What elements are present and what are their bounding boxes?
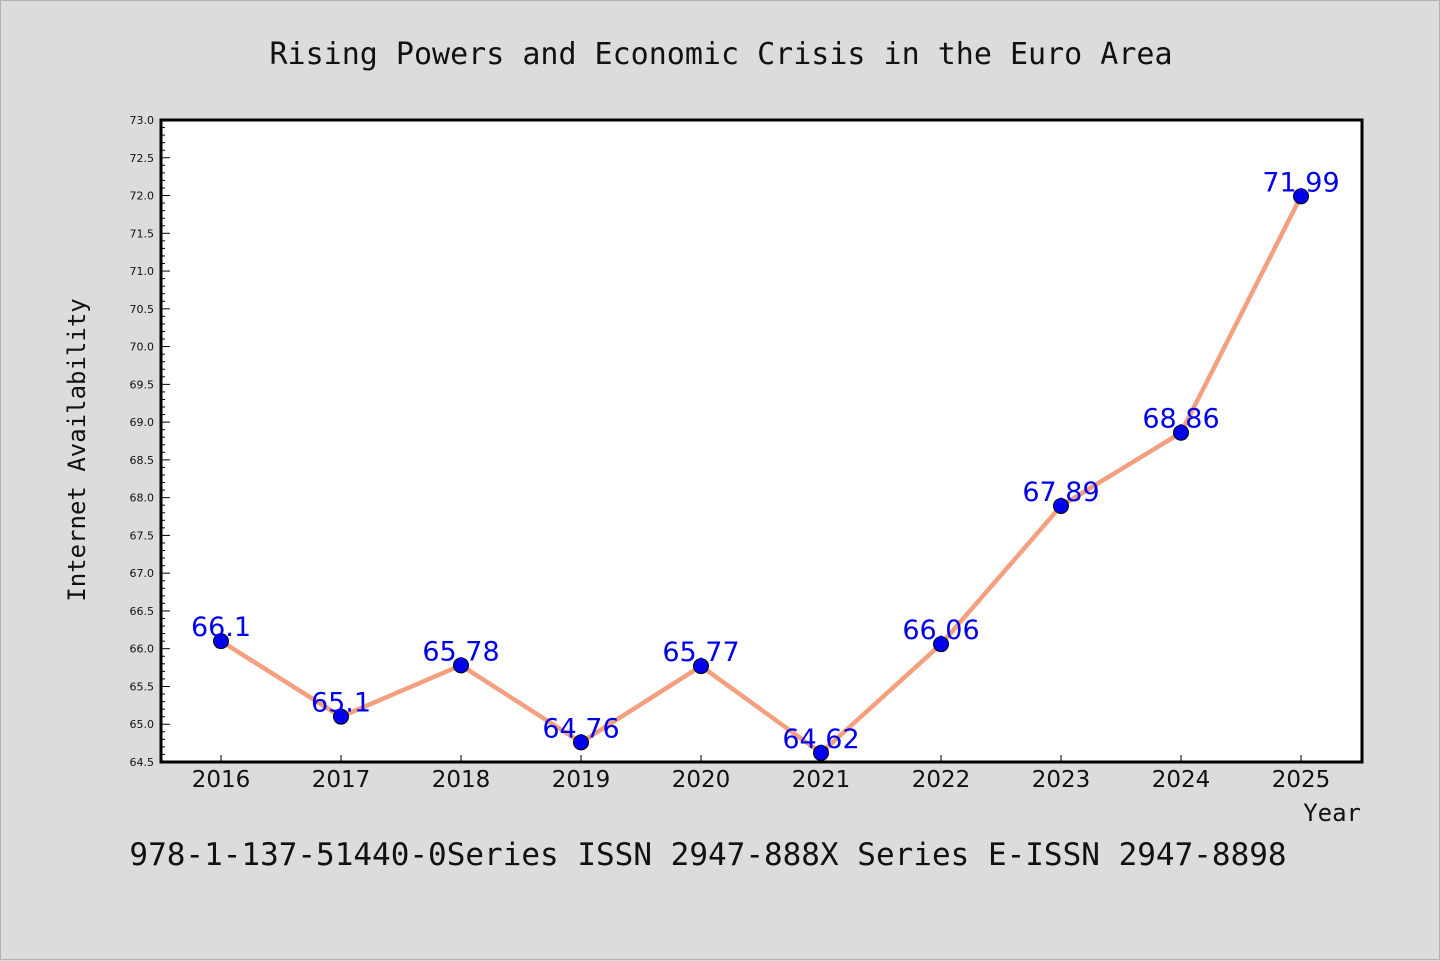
data-point	[1053, 497, 1069, 514]
y-axis: 64.5 65.0 65.5 66.0 66.5 67.0 67.5 68.0 68.5 69.0…	[130, 114, 170, 769]
y-tick-label: 69.5	[130, 378, 155, 391]
data-point	[333, 708, 349, 725]
data-point	[1293, 188, 1309, 205]
y-tick-label: 70.5	[130, 303, 155, 316]
data-point	[1173, 424, 1189, 441]
data-label: 65.77	[662, 637, 739, 668]
data-point	[813, 744, 829, 761]
x-tick-label: 2019	[552, 767, 611, 793]
y-tick-label: 65.0	[130, 718, 155, 731]
y-tick-label: 68.5	[130, 454, 155, 467]
x-tick-label: 2020	[672, 767, 731, 793]
y-tick-label: 69.0	[130, 416, 155, 429]
data-point	[933, 636, 949, 653]
data-label: 71.99	[1262, 167, 1339, 198]
y-tick-label: 71.0	[130, 265, 155, 278]
data-label: 65.1	[311, 688, 371, 719]
y-tick-label: 72.5	[130, 152, 155, 165]
x-axis: 2016 2017 2018 2019 2020 2021 2022 2023 2024 2025	[192, 755, 1331, 793]
x-tick-label: 2018	[432, 767, 491, 793]
y-tick-label: 67.5	[130, 529, 155, 542]
x-axis-label: Year	[1303, 799, 1361, 827]
x-tick-label: 2017	[312, 767, 371, 793]
data-point	[693, 658, 709, 675]
plot-area	[159, 118, 1364, 764]
y-tick-label: 73.0	[130, 114, 155, 127]
footer-isbn-text: 978-1-137-51440-0Series ISSN 2947-888X S…	[129, 837, 1286, 873]
x-tick-label: 2025	[1272, 767, 1331, 793]
y-tick-label: 71.5	[130, 227, 155, 240]
x-tick-label: 2021	[792, 767, 851, 793]
series-line	[218, 194, 1304, 756]
y-tick-label: 70.0	[130, 341, 155, 354]
series-group: 66.1 65.1 65.78 64.76 65.77 64.62 66.06 67.89 68…	[191, 167, 1340, 761]
data-label: 65.78	[422, 636, 499, 667]
data-point	[213, 633, 229, 650]
y-tick-label: 65.5	[130, 680, 155, 693]
data-label: 67.89	[1022, 477, 1099, 508]
data-point	[573, 734, 589, 751]
data-label: 68.86	[1142, 404, 1219, 435]
data-label: 64.76	[542, 713, 619, 744]
data-label: 66.06	[902, 615, 979, 646]
y-axis-label: Internet Availability	[63, 298, 91, 601]
x-tick-label: 2023	[1032, 767, 1091, 793]
x-tick-label: 2016	[192, 767, 251, 793]
chart-title: Rising Powers and Economic Crisis in the…	[269, 37, 1172, 72]
y-tick-label: 66.0	[130, 643, 155, 656]
y-tick-label: 66.5	[130, 605, 155, 618]
x-tick-label: 2022	[912, 767, 971, 793]
y-tick-label: 67.0	[130, 567, 155, 580]
data-point	[453, 657, 469, 674]
x-tick-label: 2024	[1152, 767, 1211, 793]
data-label: 66.1	[191, 612, 251, 643]
y-tick-label: 68.0	[130, 492, 155, 505]
y-tick-label: 64.5	[130, 756, 155, 769]
y-tick-label: 72.0	[130, 190, 155, 203]
data-label: 64.62	[782, 724, 859, 755]
